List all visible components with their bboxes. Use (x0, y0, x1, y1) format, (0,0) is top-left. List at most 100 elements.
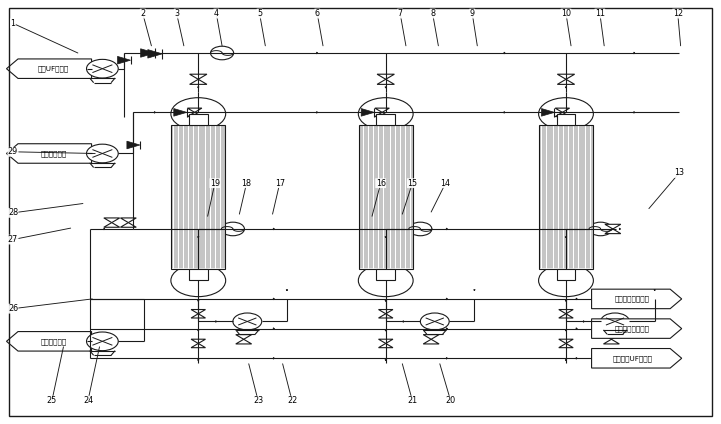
FancyBboxPatch shape (557, 114, 575, 125)
Text: 29: 29 (8, 147, 18, 156)
Polygon shape (361, 109, 374, 116)
Text: 13: 13 (674, 168, 684, 178)
Polygon shape (555, 108, 570, 112)
Polygon shape (379, 339, 393, 343)
Polygon shape (559, 314, 573, 318)
Circle shape (87, 59, 118, 78)
Circle shape (539, 265, 593, 297)
Polygon shape (558, 212, 574, 216)
Polygon shape (605, 224, 621, 229)
Text: 22: 22 (287, 396, 297, 405)
Polygon shape (190, 248, 206, 253)
FancyBboxPatch shape (189, 269, 208, 280)
Polygon shape (6, 144, 92, 163)
Text: 26: 26 (8, 304, 18, 313)
Polygon shape (541, 109, 554, 116)
Polygon shape (559, 343, 573, 348)
Polygon shape (379, 343, 393, 348)
Text: 21: 21 (407, 396, 417, 405)
Text: 10: 10 (561, 9, 571, 18)
FancyBboxPatch shape (172, 125, 225, 269)
Polygon shape (559, 339, 573, 343)
Polygon shape (375, 108, 389, 112)
Polygon shape (379, 314, 393, 318)
FancyBboxPatch shape (359, 125, 412, 269)
Polygon shape (558, 243, 574, 248)
Text: 去第二组UF料液槽: 去第二组UF料液槽 (612, 355, 653, 362)
Circle shape (358, 98, 413, 130)
Text: 18: 18 (242, 179, 252, 188)
Text: 去第二组渗透液槽: 去第二组渗透液槽 (615, 325, 650, 332)
Text: 15: 15 (407, 179, 417, 188)
Text: 来自渗透液槽: 来自渗透液槽 (40, 150, 66, 157)
FancyBboxPatch shape (376, 269, 395, 280)
Text: 5: 5 (257, 9, 262, 18)
Circle shape (221, 222, 244, 236)
Polygon shape (190, 212, 206, 216)
Polygon shape (557, 74, 575, 79)
Circle shape (233, 313, 262, 330)
Polygon shape (190, 243, 206, 248)
Polygon shape (236, 339, 252, 344)
Polygon shape (190, 74, 207, 79)
Text: 24: 24 (83, 396, 93, 405)
Polygon shape (187, 112, 202, 117)
Polygon shape (378, 248, 394, 253)
Polygon shape (191, 339, 205, 343)
Text: 来自反洗液槽: 来自反洗液槽 (40, 338, 66, 345)
Polygon shape (423, 339, 439, 344)
Polygon shape (378, 243, 394, 248)
Polygon shape (174, 109, 187, 116)
Polygon shape (378, 212, 394, 216)
Text: 17: 17 (275, 179, 285, 188)
Polygon shape (191, 310, 205, 314)
Polygon shape (375, 112, 389, 117)
Polygon shape (104, 223, 120, 227)
Text: 2: 2 (140, 9, 146, 18)
Polygon shape (118, 56, 131, 64)
Text: 11: 11 (595, 9, 605, 18)
Polygon shape (6, 59, 92, 78)
Text: 去第二组反洗液槽: 去第二组反洗液槽 (615, 296, 650, 302)
Circle shape (420, 313, 449, 330)
Text: 12: 12 (673, 9, 683, 18)
Circle shape (409, 222, 432, 236)
Polygon shape (120, 223, 136, 227)
Polygon shape (148, 50, 162, 58)
Text: 16: 16 (376, 179, 386, 188)
Polygon shape (378, 216, 394, 221)
Polygon shape (187, 108, 202, 112)
Polygon shape (558, 248, 574, 253)
Polygon shape (603, 335, 619, 339)
Text: 25: 25 (47, 396, 57, 405)
FancyBboxPatch shape (189, 114, 208, 125)
Text: 6: 6 (315, 9, 319, 18)
Polygon shape (603, 339, 619, 344)
Text: 28: 28 (8, 208, 18, 218)
Circle shape (539, 98, 593, 130)
Circle shape (211, 46, 234, 60)
Circle shape (171, 265, 226, 297)
Text: 1: 1 (11, 19, 15, 28)
Polygon shape (591, 319, 682, 338)
Polygon shape (555, 112, 570, 117)
Polygon shape (423, 335, 439, 339)
Text: 19: 19 (210, 179, 220, 188)
Polygon shape (558, 216, 574, 221)
FancyBboxPatch shape (539, 125, 593, 269)
Text: 7: 7 (397, 9, 403, 18)
Polygon shape (104, 218, 120, 223)
Text: 3: 3 (174, 9, 179, 18)
Text: 9: 9 (469, 9, 475, 18)
Polygon shape (379, 310, 393, 314)
Polygon shape (591, 349, 682, 368)
Polygon shape (190, 216, 206, 221)
Polygon shape (127, 141, 140, 149)
Circle shape (87, 332, 118, 351)
Polygon shape (236, 335, 252, 339)
Polygon shape (605, 229, 621, 234)
Text: 来自UF料液槽: 来自UF料液槽 (37, 65, 69, 72)
Polygon shape (141, 49, 155, 57)
Polygon shape (557, 79, 575, 84)
FancyBboxPatch shape (376, 114, 395, 125)
